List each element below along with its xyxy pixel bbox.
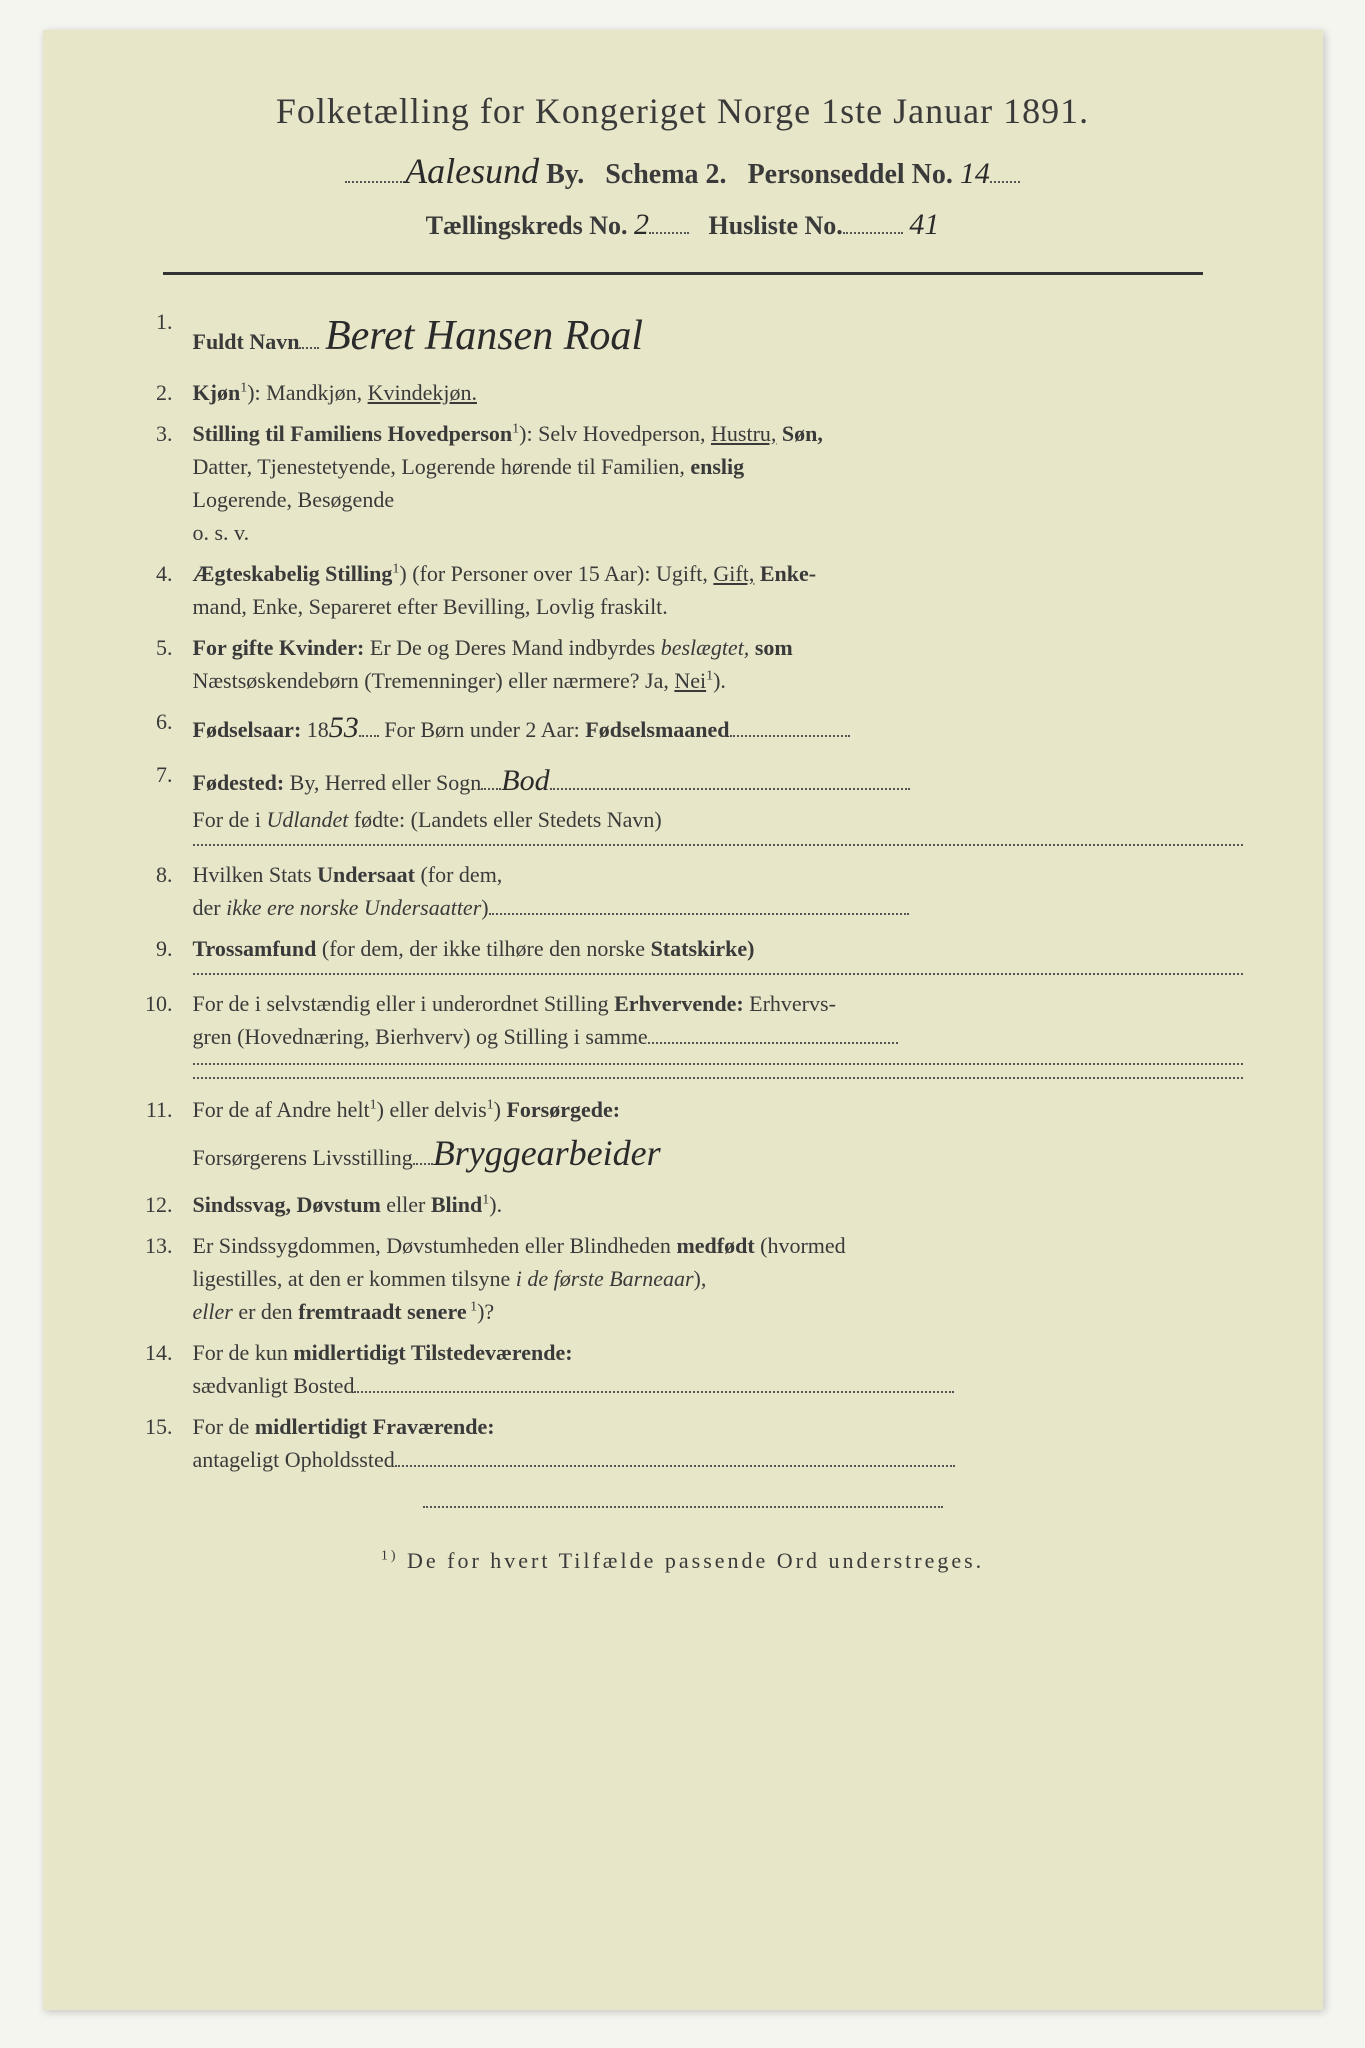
item-15: 15. For de midlertidigt Fraværende: anta… — [123, 1410, 1243, 1476]
census-form-page: Folketælling for Kongeriget Norge 1ste J… — [43, 30, 1323, 2010]
birth-year: 53 — [329, 711, 359, 744]
form-header: Folketælling for Kongeriget Norge 1ste J… — [123, 90, 1243, 242]
footnote: 1) De for hvert Tilfælde passende Ord un… — [123, 1548, 1243, 1574]
husliste-no: 41 — [909, 208, 939, 241]
item-4: 4. Ægteskabelig Stilling1) (for Personer… — [123, 557, 1243, 623]
item-14: 14. For de kun midlertidigt Tilstedevære… — [123, 1336, 1243, 1402]
form-subtitle-1: Aalesund By. Schema 2. Personseddel No. … — [123, 150, 1243, 192]
item-1: 1. Fuldt Navn Beret Hansen Roal — [123, 305, 1243, 368]
footnote-rule — [423, 1506, 943, 1508]
blank-line-10a — [193, 1061, 1243, 1065]
item-10: 10. For de i selvstændig eller i underor… — [123, 987, 1243, 1053]
item-6: 6. Fødselsaar: 1853 For Børn under 2 Aar… — [123, 705, 1243, 750]
person-no: 14 — [960, 157, 990, 190]
item-5: 5. For gifte Kvinder: Er De og Deres Man… — [123, 631, 1243, 697]
blank-line-10b — [193, 1075, 1243, 1079]
divider-9-10 — [193, 973, 1243, 975]
form-subtitle-2: Tællingskreds No. 2 Husliste No. 41 — [123, 208, 1243, 242]
kreds-no: 2 — [634, 208, 649, 241]
item-11: 11. For de af Andre helt1) eller delvis1… — [123, 1093, 1243, 1180]
full-name-value: Beret Hansen Roal — [325, 313, 643, 359]
item-7: 7. Fødested: By, Herred eller SognBod Fo… — [123, 758, 1243, 836]
item-2: 2. Kjøn1): Mandkjøn, Kvindekjøn. — [123, 376, 1243, 409]
sex-selected: Kvindekjøn. — [368, 380, 477, 405]
item-13: 13. Er Sindssygdommen, Døvstumheden elle… — [123, 1229, 1243, 1328]
provider-occupation: Bryggearbeider — [433, 1133, 661, 1173]
item-8: 8. Hvilken Stats Undersaat (for dem, der… — [123, 858, 1243, 924]
item-3: 3. Stilling til Familiens Hovedperson1):… — [123, 417, 1243, 549]
city-handwritten: Aalesund — [405, 151, 539, 191]
birthplace: Bod — [501, 764, 549, 797]
divider-7-8 — [193, 844, 1243, 846]
form-title: Folketælling for Kongeriget Norge 1ste J… — [123, 90, 1243, 132]
header-rule — [163, 272, 1203, 275]
item-12: 12. Sindssvag, Døvstum eller Blind1). — [123, 1188, 1243, 1221]
item-9: 9. Trossamfund (for dem, der ikke tilhør… — [123, 932, 1243, 965]
